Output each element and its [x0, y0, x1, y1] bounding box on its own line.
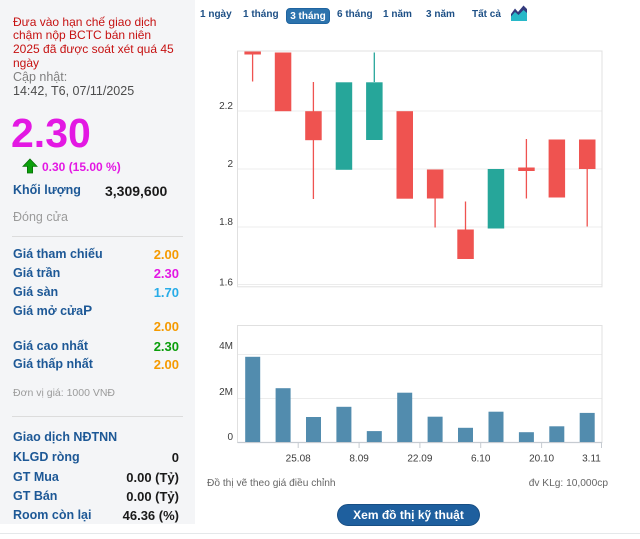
svg-text:3.11: 3.11	[582, 454, 601, 465]
svg-text:8.09: 8.09	[349, 454, 369, 465]
svg-text:22.09: 22.09	[407, 454, 432, 465]
svg-text:2M: 2M	[219, 387, 233, 398]
svg-text:0: 0	[227, 432, 233, 443]
svg-text:25.08: 25.08	[286, 454, 311, 465]
svg-text:2: 2	[227, 159, 233, 170]
svg-text:6.10: 6.10	[471, 454, 491, 465]
svg-text:1.8: 1.8	[219, 217, 233, 228]
svg-text:4M: 4M	[219, 341, 233, 352]
svg-text:2.2: 2.2	[219, 101, 233, 112]
svg-text:1.6: 1.6	[219, 278, 233, 289]
svg-text:20.10: 20.10	[529, 454, 554, 465]
